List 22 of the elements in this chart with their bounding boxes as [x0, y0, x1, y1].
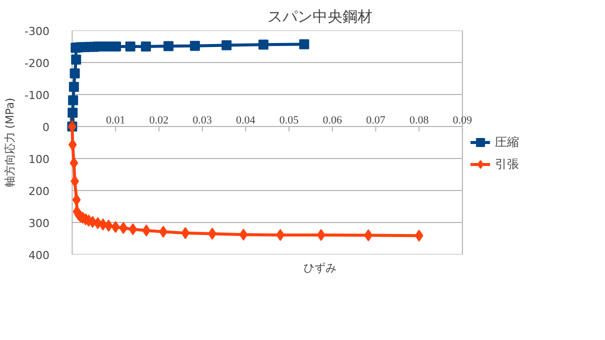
x-tick-label: 0.07 — [366, 114, 386, 126]
x-tick-label: 0.05 — [279, 114, 300, 126]
x-tick-label: 0.03 — [192, 114, 212, 126]
x-tick-label: 0.02 — [149, 114, 169, 126]
chart-title: スパン中央鋼材 — [268, 8, 372, 26]
x-tick-label: 0 — [69, 114, 76, 126]
x-axis-title: ひずみ — [304, 262, 336, 274]
y-tick-label: 200 — [28, 185, 50, 198]
y-tick-label: 400 — [28, 249, 50, 262]
legend-label: 圧縮 — [495, 134, 519, 150]
x-tick-label: 0.09 — [452, 114, 473, 126]
y-tick-label: -300 — [24, 25, 50, 38]
x-tick-label: 0.08 — [409, 114, 430, 126]
y-tick-label: 100 — [28, 153, 50, 166]
legend-label: 引張 — [495, 156, 519, 172]
y-tick-label: -200 — [24, 57, 50, 70]
x-tick-label: 0.04 — [236, 114, 256, 126]
y-tick-label: -100 — [24, 89, 50, 102]
y-axis-title: 軸方向応力 (MPa) — [4, 98, 17, 188]
x-tick-label: 0.01 — [106, 114, 126, 126]
x-tick-label: 0.06 — [322, 114, 342, 126]
y-tick-label: 300 — [28, 217, 50, 230]
